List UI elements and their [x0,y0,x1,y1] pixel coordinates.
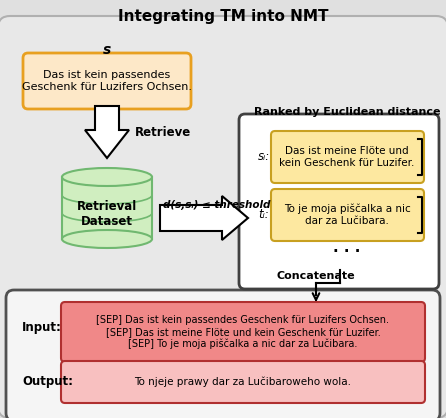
Ellipse shape [62,230,152,248]
Text: · · ·: · · · [333,245,361,260]
Text: sᵢ:: sᵢ: [258,150,270,163]
Text: Integrating TM into NMT: Integrating TM into NMT [118,8,328,23]
Text: d(s,sᵢ) ≤ threshold: d(s,sᵢ) ≤ threshold [163,200,270,210]
Polygon shape [85,106,129,158]
Text: Retrieval
Dataset: Retrieval Dataset [77,200,137,228]
FancyBboxPatch shape [271,189,424,241]
Text: Input:: Input: [22,321,62,334]
Text: Concatenate: Concatenate [277,271,355,281]
Text: Das ist meine Flöte und
kein Geschenk für Luzifer.: Das ist meine Flöte und kein Geschenk fü… [279,146,415,168]
Polygon shape [160,196,248,240]
Text: Ranked by Euclidean distance: Ranked by Euclidean distance [254,107,440,117]
Text: To njeje prawy dar za Lučibaroweho wola.: To njeje prawy dar za Lučibaroweho wola. [135,377,351,387]
Text: [SEP] Das ist kein passendes Geschenk für Luzifers Ochsen.
[SEP] Das ist meine F: [SEP] Das ist kein passendes Geschenk fü… [96,315,389,349]
FancyBboxPatch shape [271,131,424,183]
FancyBboxPatch shape [0,16,446,418]
FancyBboxPatch shape [239,114,439,289]
Text: To je moja piščalka a nic
dar za Lučibara.: To je moja piščalka a nic dar za Lučibar… [284,204,410,226]
Text: Das ist kein passendes
Geschenk für Luzifers Ochsen.: Das ist kein passendes Geschenk für Luzi… [22,70,192,92]
Text: Retrieve: Retrieve [135,125,191,138]
Bar [62,177,152,239]
FancyBboxPatch shape [23,53,191,109]
Text: s: s [103,43,111,57]
FancyBboxPatch shape [61,361,425,403]
Text: tᵢ:: tᵢ: [258,209,269,222]
FancyBboxPatch shape [6,290,440,418]
FancyBboxPatch shape [61,302,425,362]
Ellipse shape [62,168,152,186]
Text: Output:: Output: [22,375,73,387]
